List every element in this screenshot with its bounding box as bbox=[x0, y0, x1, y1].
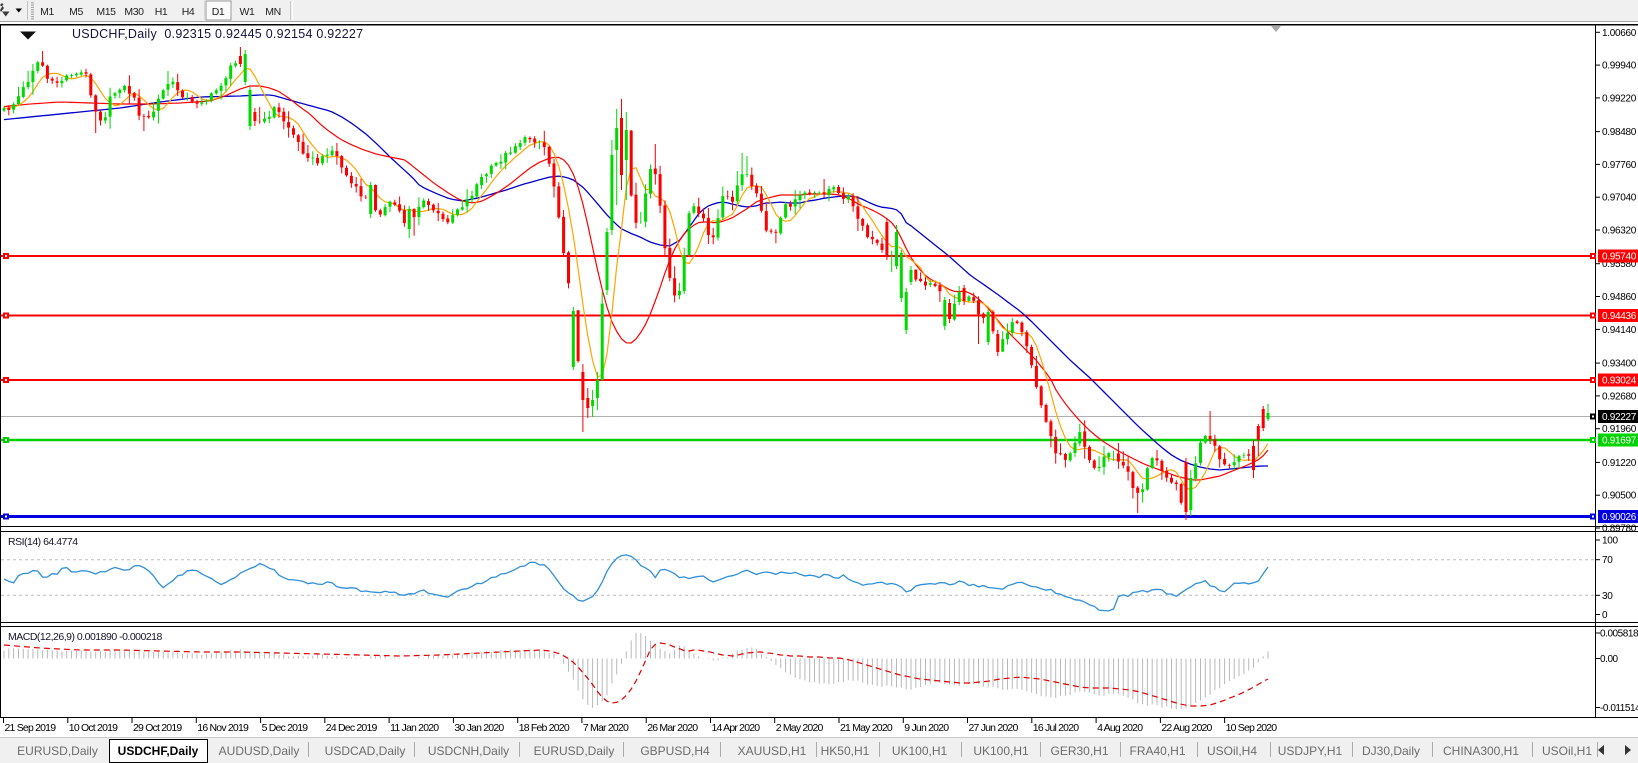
svg-text:USOil,H4: USOil,H4 bbox=[1207, 744, 1257, 758]
svg-text:11 Jan 2020: 11 Jan 2020 bbox=[390, 722, 439, 734]
svg-text:HK50,H1: HK50,H1 bbox=[821, 744, 870, 758]
svg-text:4 Aug 2020: 4 Aug 2020 bbox=[1097, 722, 1143, 734]
svg-text:H1: H1 bbox=[155, 6, 168, 18]
svg-text:EURUSD,Daily: EURUSD,Daily bbox=[17, 744, 98, 758]
svg-text:XAUUSD,H1: XAUUSD,H1 bbox=[738, 744, 807, 758]
svg-text:70: 70 bbox=[1602, 555, 1613, 566]
svg-text:30 Jan 2020: 30 Jan 2020 bbox=[454, 722, 504, 734]
svg-text:21 May 2020: 21 May 2020 bbox=[840, 722, 893, 734]
svg-text:29 Oct 2019: 29 Oct 2019 bbox=[133, 722, 182, 734]
svg-text:16 Nov 2019: 16 Nov 2019 bbox=[197, 722, 249, 734]
svg-text:H4: H4 bbox=[182, 6, 195, 18]
svg-text:0.97760: 0.97760 bbox=[1602, 160, 1637, 171]
svg-text:14 Apr 2020: 14 Apr 2020 bbox=[712, 722, 761, 734]
svg-text:0.89780: 0.89780 bbox=[1602, 524, 1637, 535]
svg-text:5 Dec 2019: 5 Dec 2019 bbox=[262, 722, 309, 734]
svg-text:0.98480: 0.98480 bbox=[1602, 127, 1637, 138]
svg-text:24 Dec 2019: 24 Dec 2019 bbox=[326, 722, 378, 734]
svg-text:0.92227: 0.92227 bbox=[1602, 412, 1637, 423]
svg-text:0.99940: 0.99940 bbox=[1602, 61, 1637, 72]
svg-text:0.97040: 0.97040 bbox=[1602, 193, 1637, 204]
svg-text:0: 0 bbox=[1602, 610, 1608, 621]
svg-text:USDCHF,Daily 0.92315 0.92445: USDCHF,Daily 0.92315 0.92445 0.92154 0.9… bbox=[72, 27, 363, 41]
svg-text:W1: W1 bbox=[240, 6, 256, 18]
svg-text:GBPUSD,H4: GBPUSD,H4 bbox=[640, 744, 710, 758]
svg-text:30: 30 bbox=[1602, 591, 1613, 602]
svg-text:GER30,H1: GER30,H1 bbox=[1050, 744, 1108, 758]
svg-text:0.99220: 0.99220 bbox=[1602, 93, 1637, 104]
svg-text:0.91220: 0.91220 bbox=[1602, 458, 1637, 469]
svg-text:1.00660: 1.00660 bbox=[1602, 28, 1637, 39]
svg-text:USDJPY,H1: USDJPY,H1 bbox=[1278, 744, 1343, 758]
svg-text:0.94140: 0.94140 bbox=[1602, 325, 1637, 336]
svg-text:CHINA300,H1: CHINA300,H1 bbox=[1443, 744, 1519, 758]
svg-text:18 Feb 2020: 18 Feb 2020 bbox=[519, 722, 570, 734]
svg-text:0.96320: 0.96320 bbox=[1602, 226, 1637, 237]
svg-text:0.91960: 0.91960 bbox=[1602, 424, 1637, 435]
svg-text:26 Mar 2020: 26 Mar 2020 bbox=[647, 722, 698, 734]
svg-text:USDCNH,Daily: USDCNH,Daily bbox=[428, 744, 509, 758]
svg-text:UK100,H1: UK100,H1 bbox=[892, 744, 948, 758]
svg-text:-0.011514: -0.011514 bbox=[1600, 703, 1638, 714]
svg-text:FRA40,H1: FRA40,H1 bbox=[1129, 744, 1185, 758]
svg-text:10 Oct 2019: 10 Oct 2019 bbox=[69, 722, 118, 734]
svg-text:EURUSD,Daily: EURUSD,Daily bbox=[534, 744, 615, 758]
svg-text:0.005818: 0.005818 bbox=[1600, 629, 1638, 640]
svg-text:AUDUSD,Daily: AUDUSD,Daily bbox=[219, 744, 300, 758]
svg-text:DJ30,Daily: DJ30,Daily bbox=[1362, 744, 1420, 758]
svg-text:USDCAD,Daily: USDCAD,Daily bbox=[325, 744, 406, 758]
svg-text:2 May 2020: 2 May 2020 bbox=[776, 722, 824, 734]
svg-text:0.90026: 0.90026 bbox=[1602, 512, 1637, 523]
svg-text:0.92680: 0.92680 bbox=[1602, 391, 1637, 402]
svg-text:0.95580: 0.95580 bbox=[1602, 259, 1637, 270]
svg-text:USOil,H1: USOil,H1 bbox=[1542, 744, 1592, 758]
svg-text:100: 100 bbox=[1602, 536, 1619, 547]
svg-text:10 Sep 2020: 10 Sep 2020 bbox=[1226, 722, 1278, 734]
svg-text:D1: D1 bbox=[212, 6, 225, 18]
svg-text:UK100,H1: UK100,H1 bbox=[973, 744, 1029, 758]
svg-text:M1: M1 bbox=[40, 6, 54, 18]
svg-text:22 Aug 2020: 22 Aug 2020 bbox=[1161, 722, 1212, 734]
svg-text:21 Sep 2019: 21 Sep 2019 bbox=[5, 722, 57, 734]
svg-text:0.93400: 0.93400 bbox=[1602, 359, 1637, 370]
svg-text:M15: M15 bbox=[96, 6, 116, 18]
svg-text:M30: M30 bbox=[124, 6, 144, 18]
svg-text:MN: MN bbox=[265, 6, 281, 18]
svg-text:27 Jun 2020: 27 Jun 2020 bbox=[969, 722, 1019, 734]
svg-text:0.95740: 0.95740 bbox=[1602, 252, 1637, 263]
svg-text:M5: M5 bbox=[69, 6, 83, 18]
svg-text:0.94436: 0.94436 bbox=[1602, 311, 1637, 322]
svg-text:9 Jun 2020: 9 Jun 2020 bbox=[904, 722, 949, 734]
svg-text:RSI(14) 64.4774: RSI(14) 64.4774 bbox=[8, 536, 78, 548]
svg-text:0.93024: 0.93024 bbox=[1602, 376, 1637, 387]
svg-text:USDCHF,Daily: USDCHF,Daily bbox=[118, 744, 199, 758]
svg-text:0.00: 0.00 bbox=[1600, 654, 1619, 665]
svg-text:7 Mar 2020: 7 Mar 2020 bbox=[583, 722, 629, 734]
svg-text:16 Jul 2020: 16 Jul 2020 bbox=[1033, 722, 1079, 734]
svg-text:0.94860: 0.94860 bbox=[1602, 292, 1637, 303]
svg-text:MACD(12,26,9) 0.001890 -0.0002: MACD(12,26,9) 0.001890 -0.000218 bbox=[8, 631, 163, 643]
svg-text:0.90500: 0.90500 bbox=[1602, 491, 1637, 502]
svg-text:0.91697: 0.91697 bbox=[1602, 436, 1637, 447]
